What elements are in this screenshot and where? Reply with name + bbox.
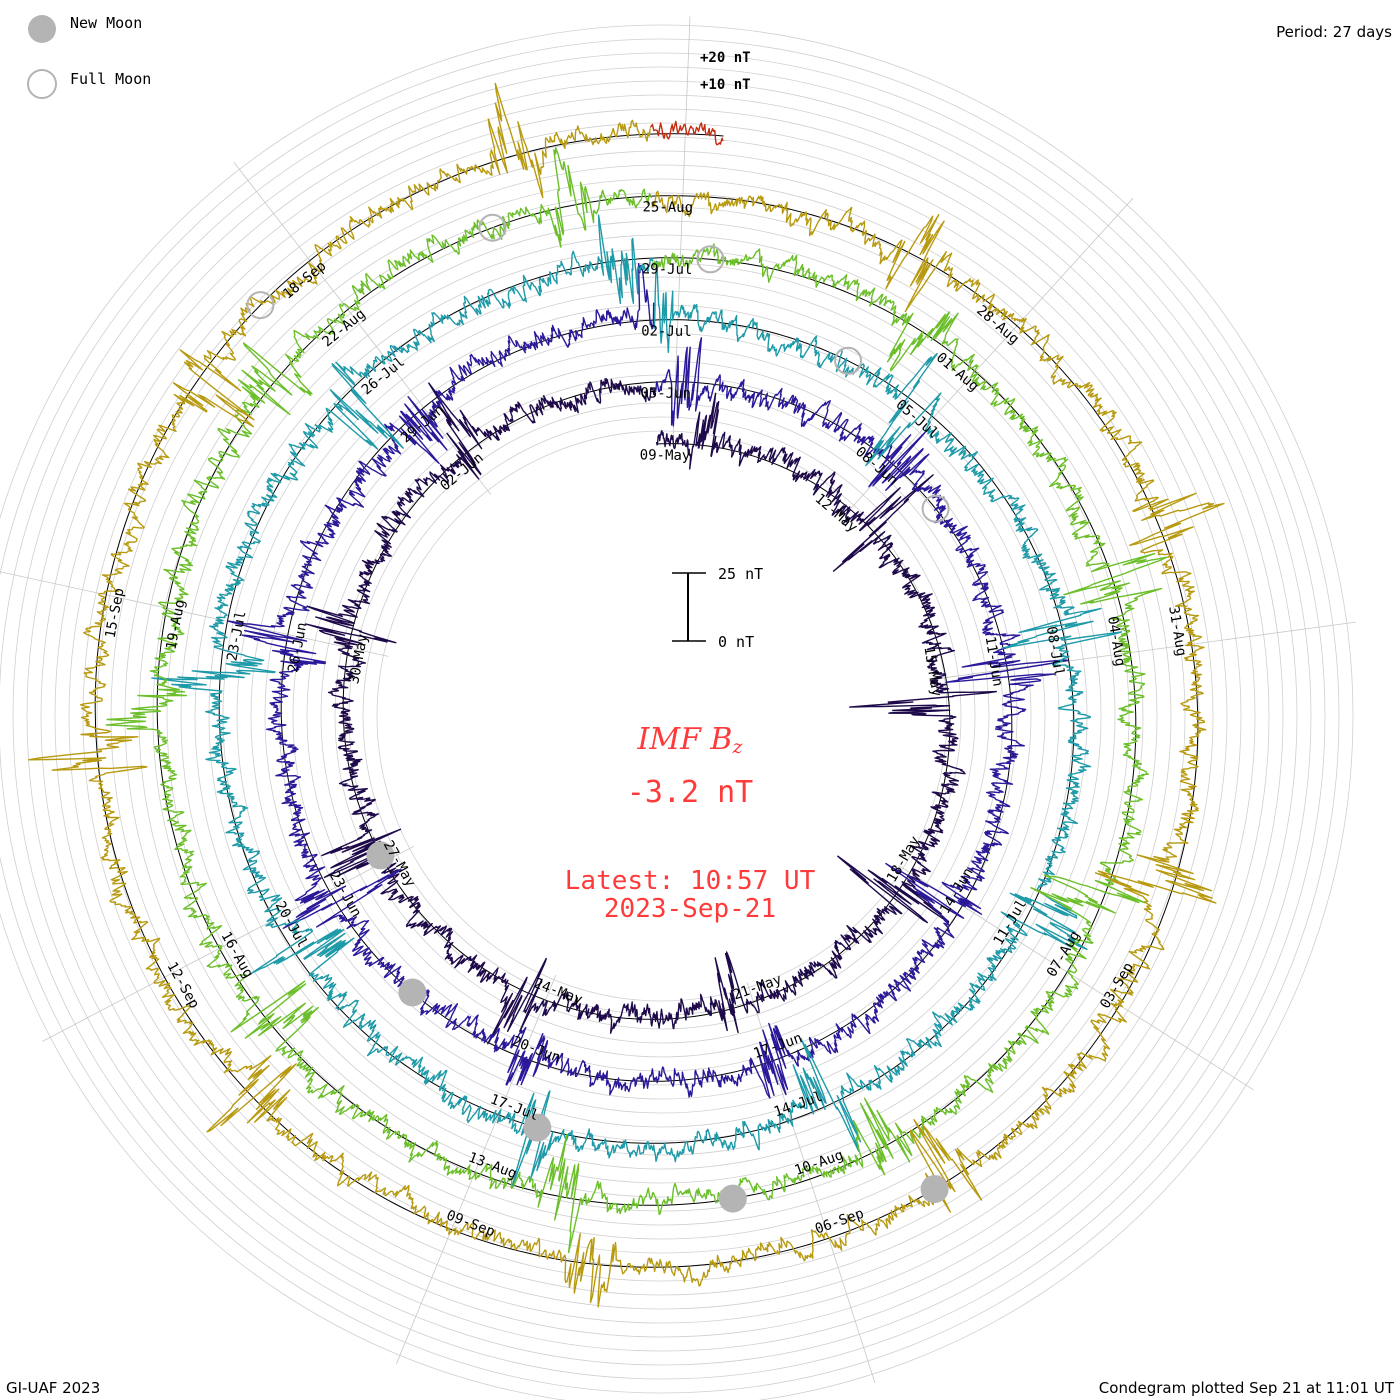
series-ring-5	[649, 120, 724, 146]
grid-circle	[68, 122, 1256, 1310]
grid-circle	[320, 374, 1004, 1058]
date-label: 29-Jul	[642, 261, 693, 278]
moon-legend: New Moon Full Moon	[27, 14, 151, 99]
imf-title: IMF Bz	[450, 720, 930, 767]
grid-circle	[82, 136, 1242, 1296]
latest-time: Latest: 10:57 UT	[564, 866, 816, 896]
latest-date: 2023-Sep-21	[603, 894, 777, 924]
ref-label-10: +10 nT	[700, 77, 751, 93]
date-label: 02-Jul	[641, 323, 692, 340]
ref-label-20: +20 nT	[700, 50, 751, 66]
center-readout: IMF Bz -3.2 nT Latest: 10:57 UT 2023-Sep…	[450, 720, 930, 923]
date-label: 09-May	[640, 447, 691, 464]
full-moon-icon	[27, 69, 57, 99]
grid-circle	[306, 360, 1018, 1072]
scale-top-label: 25 nT	[718, 565, 763, 583]
grid-circle	[348, 402, 976, 1030]
date-label: 20-Jun	[510, 1033, 563, 1066]
grid-spoke	[233, 161, 492, 495]
full-moon-marker	[478, 213, 507, 242]
grid-spoke	[672, 16, 691, 437]
grid-circle	[138, 192, 1186, 1240]
grid-circle	[12, 66, 1312, 1366]
grid-circle	[292, 346, 1032, 1086]
grid-spoke	[42, 845, 415, 1042]
grid-circle	[180, 234, 1144, 1198]
grid-circle	[166, 220, 1158, 1212]
reference-labels: +20 nT +10 nT	[700, 50, 751, 93]
date-label: 09-Sep	[444, 1207, 497, 1240]
full-moon-marker	[834, 346, 863, 375]
new-moon-marker	[920, 1175, 949, 1204]
date-label: 10-Aug	[792, 1147, 845, 1179]
grid-circle	[362, 416, 962, 1016]
imf-value: -3.2 nT	[626, 775, 754, 810]
scale-bar: 25 nT 0 nT	[672, 565, 763, 651]
new-moon-marker	[523, 1113, 552, 1142]
moon-markers	[246, 213, 950, 1213]
new-moon-marker	[366, 841, 395, 870]
date-label: 06-Sep	[813, 1206, 866, 1238]
imf-title-text: IMF B	[637, 722, 733, 757]
new-moon-marker	[718, 1184, 747, 1213]
series-ring-4	[28, 82, 1225, 1308]
grid-circle	[40, 94, 1284, 1338]
grid-circle	[26, 80, 1298, 1352]
grid-circle	[0, 52, 1326, 1380]
series-ring-2	[151, 214, 1123, 1189]
grid-circle	[0, 24, 1354, 1400]
date-label: 05-Jun	[640, 385, 691, 402]
period-label: Period: 27 days	[1276, 23, 1392, 41]
scale-bottom-label: 0 nT	[718, 633, 754, 651]
new-moon-label: New Moon	[70, 14, 142, 32]
zero-baseline	[156, 195, 1137, 1206]
grid-spoke	[396, 974, 557, 1364]
series-ring-1	[227, 263, 1069, 1099]
full-moon-label: Full Moon	[70, 70, 151, 88]
new-moon-icon	[28, 15, 56, 43]
grid-circle	[96, 150, 1228, 1282]
grid-spoke	[850, 197, 1134, 510]
grid-spoke	[0, 571, 389, 657]
grid-circle	[250, 304, 1074, 1128]
zero-baselines	[94, 133, 1199, 1268]
imf-title-subscript: z	[732, 736, 743, 758]
grid-circle	[194, 248, 1130, 1184]
grid-spoke	[939, 621, 1356, 679]
series-ring-0	[305, 378, 997, 1045]
grid-circle	[124, 178, 1200, 1254]
date-label: 14-Jul	[772, 1089, 825, 1121]
date-label: 25-Aug	[642, 199, 693, 216]
credit-label: GI-UAF 2023	[6, 1379, 101, 1397]
grid-circle	[0, 38, 1340, 1394]
new-moon-marker	[398, 978, 427, 1007]
grid-circle	[152, 206, 1172, 1226]
grid-circle	[54, 108, 1270, 1324]
full-moon-marker	[921, 494, 950, 523]
full-moon-marker	[696, 245, 725, 274]
zero-baseline	[94, 133, 1199, 1268]
bz-series	[28, 82, 1225, 1308]
full-moon-marker	[246, 291, 275, 320]
plotted-timestamp: Condegram plotted Sep 21 at 11:01 UT	[1098, 1379, 1394, 1397]
series-ring-3	[105, 147, 1168, 1254]
